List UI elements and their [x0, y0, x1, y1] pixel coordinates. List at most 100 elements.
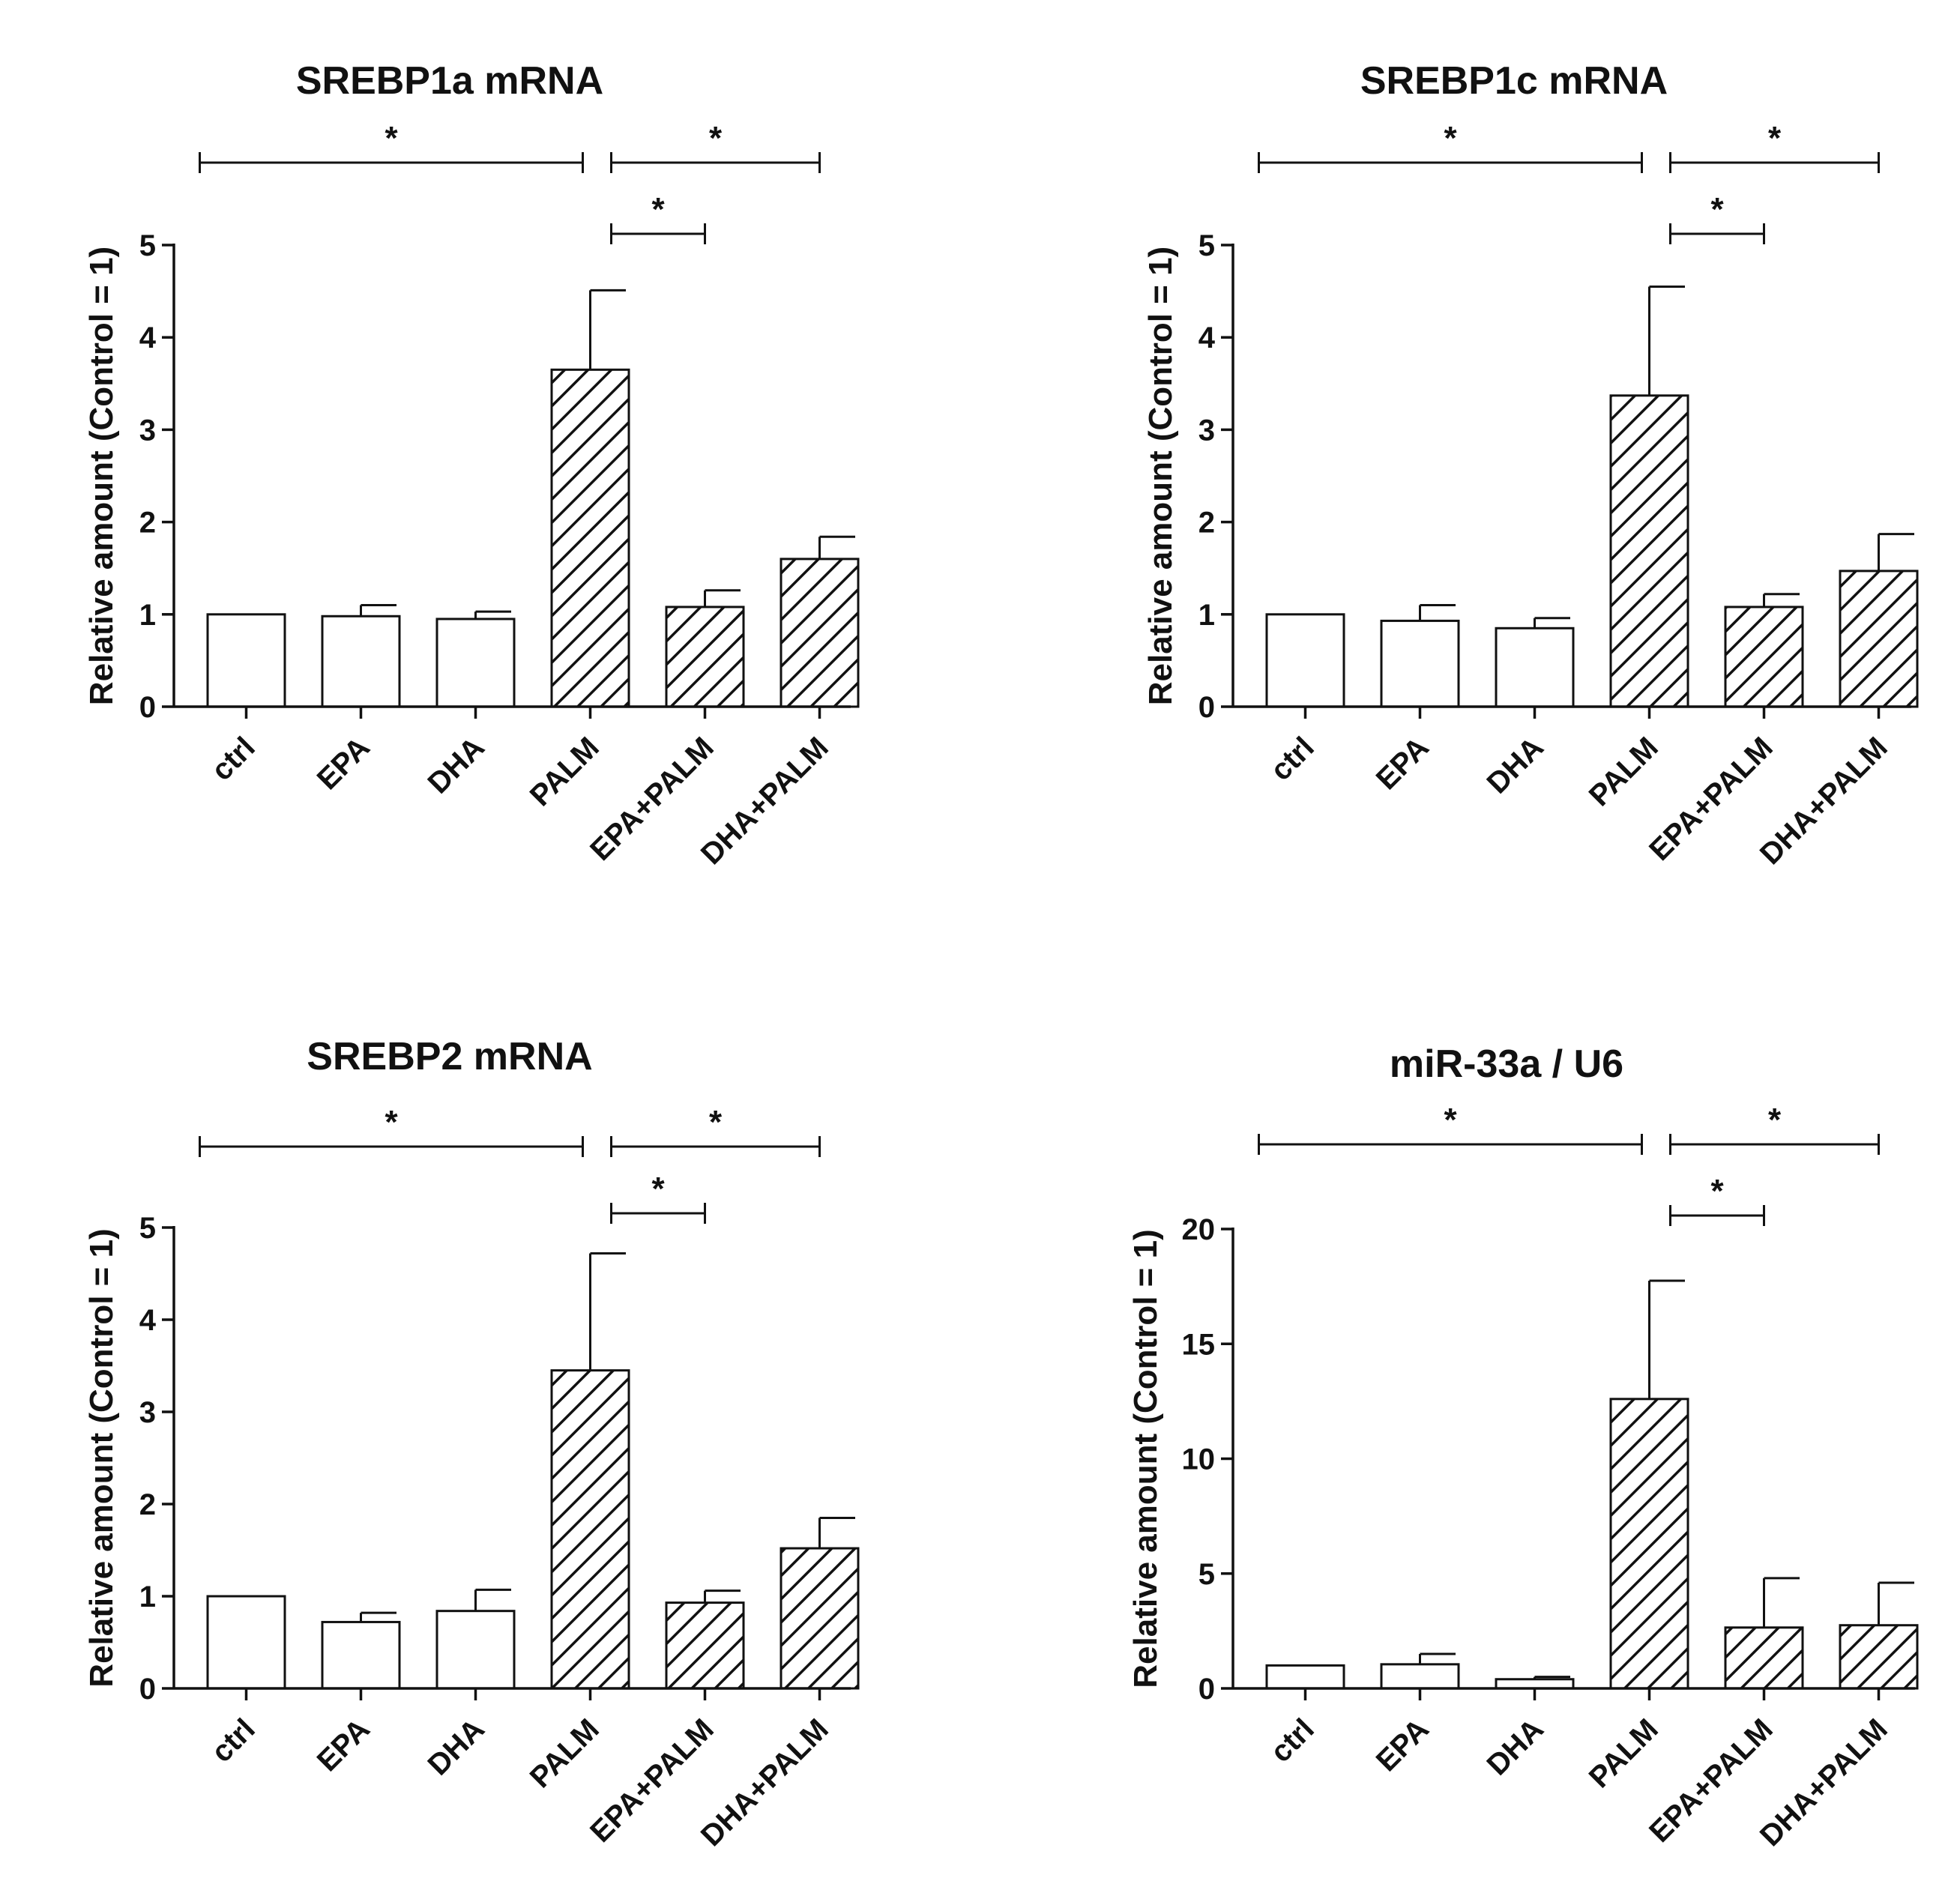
y-axis-label: Relative amount (Control = 1) [83, 1228, 120, 1687]
y-tick-label: 5 [139, 1212, 156, 1245]
x-category-label: EPA [1370, 731, 1435, 796]
bar-dha [1495, 1678, 1575, 1690]
significance-star: * [651, 1171, 665, 1207]
significance-star: * [709, 120, 723, 157]
bar-dha [435, 1610, 516, 1690]
bar-ctrl [206, 1595, 286, 1690]
y-tick-label: 1 [139, 599, 156, 632]
x-category-label: ctrl [205, 731, 262, 787]
bar-dha [435, 618, 516, 708]
chart-title: SREBP2 mRNA [307, 1035, 592, 1078]
x-category-label: EPA [1370, 1712, 1435, 1778]
x-category-label: EPA [311, 731, 376, 796]
significance-star: * [1768, 1102, 1782, 1138]
bar-epa [1380, 619, 1460, 708]
bar-ctrl [1265, 613, 1345, 708]
significance-star: * [1710, 191, 1724, 228]
y-axis-label: Relative amount (Control = 1) [83, 247, 120, 705]
significance-star: * [709, 1104, 723, 1141]
significance-bracket: * [199, 1104, 584, 1157]
significance-star: * [1710, 1173, 1724, 1210]
bar-epa-palm [1724, 1626, 1804, 1690]
x-category-label: DHA [1480, 1712, 1549, 1781]
y-tick-label: 1 [1198, 599, 1215, 632]
bar-dha-palm [1839, 570, 1919, 708]
bar-ctrl [1265, 1664, 1345, 1690]
chart-panel-3: SREBP2 mRNA Relative amount (Control = 1)… [83, 1035, 860, 1853]
significance-bracket: * [610, 191, 706, 244]
bar-epa [321, 615, 401, 708]
y-tick-label: 4 [139, 321, 157, 354]
y-tick-label: 0 [139, 691, 156, 724]
y-tick-label: 2 [139, 507, 156, 540]
y-tick-label: 0 [1198, 1673, 1215, 1706]
y-tick-label: 5 [1198, 229, 1215, 262]
significance-star: * [1444, 1102, 1457, 1138]
bar-epa [1380, 1663, 1460, 1690]
significance-bracket: * [1669, 1102, 1880, 1155]
significance-bracket: * [1669, 191, 1765, 244]
y-tick-label: 5 [139, 229, 156, 262]
y-tick-label: 3 [139, 414, 156, 447]
y-tick-label: 1 [139, 1580, 156, 1613]
x-category-label: PALM [1583, 731, 1665, 812]
significance-bracket: * [1258, 120, 1643, 173]
bar-dha-palm [780, 558, 860, 708]
chart-title: SREBP1a mRNA [296, 59, 603, 103]
significance-star: * [651, 191, 665, 228]
chart-panel-4: miR-33a / U6 Relative amount (Control = 1… [1127, 1042, 1919, 1853]
y-tick-label: 4 [139, 1304, 157, 1337]
bar-palm [1609, 394, 1689, 708]
y-tick-label: 5 [1198, 1558, 1215, 1591]
x-category-label: EPA [311, 1712, 376, 1778]
y-tick-label: 2 [139, 1488, 156, 1521]
bar-dha [1495, 627, 1575, 708]
significance-bracket: * [1258, 1102, 1643, 1155]
significance-bracket: * [199, 120, 584, 173]
y-tick-label: 3 [139, 1396, 156, 1429]
chart-title: SREBP1c mRNA [1360, 59, 1668, 103]
y-tick-label: 0 [1198, 691, 1215, 724]
x-category-label: ctrl [1264, 1712, 1321, 1769]
x-category-label: ctrl [205, 1712, 262, 1769]
bar-palm [550, 368, 630, 708]
y-tick-label: 10 [1182, 1443, 1216, 1476]
bar-dha-palm [780, 1547, 860, 1690]
significance-star: * [1768, 120, 1782, 157]
bar-dha-palm [1839, 1624, 1919, 1690]
significance-bracket: * [1669, 1173, 1765, 1226]
significance-star: * [1444, 120, 1457, 157]
chart-title: miR-33a / U6 [1390, 1042, 1623, 1086]
y-tick-label: 2 [1198, 507, 1215, 540]
significance-bracket: * [610, 1104, 821, 1157]
significance-star: * [385, 120, 398, 157]
bar-palm [1609, 1398, 1689, 1690]
x-category-label: DHA [1480, 731, 1549, 800]
y-tick-label: 3 [1198, 414, 1215, 447]
x-category-label: DHA [421, 731, 490, 800]
chart-panel-1: SREBP1a mRNA Relative amount (Control = 1… [83, 59, 860, 871]
y-axis-label: Relative amount (Control = 1) [1127, 1229, 1164, 1688]
x-category-label: PALM [524, 1712, 606, 1794]
x-category-label: ctrl [1264, 731, 1321, 787]
x-category-label: PALM [1583, 1712, 1665, 1794]
y-tick-label: 0 [139, 1673, 156, 1706]
significance-bracket: * [610, 120, 821, 173]
y-tick-label: 20 [1182, 1213, 1216, 1246]
bar-epa-palm [1724, 606, 1804, 708]
x-category-label: DHA [421, 1712, 490, 1781]
x-category-label: PALM [524, 731, 606, 812]
significance-star: * [385, 1104, 398, 1141]
bar-epa-palm [665, 606, 745, 708]
chart-panel-2: SREBP1c mRNA Relative amount (Control = 1… [1142, 59, 1919, 871]
y-axis-label: Relative amount (Control = 1) [1142, 247, 1179, 705]
y-tick-label: 15 [1182, 1328, 1216, 1361]
bar-ctrl [206, 613, 286, 708]
bar-palm [550, 1369, 630, 1690]
significance-bracket: * [1669, 120, 1880, 173]
bar-epa [321, 1620, 401, 1690]
bar-epa-palm [665, 1601, 745, 1690]
y-tick-label: 4 [1198, 321, 1216, 354]
significance-bracket: * [610, 1171, 706, 1224]
